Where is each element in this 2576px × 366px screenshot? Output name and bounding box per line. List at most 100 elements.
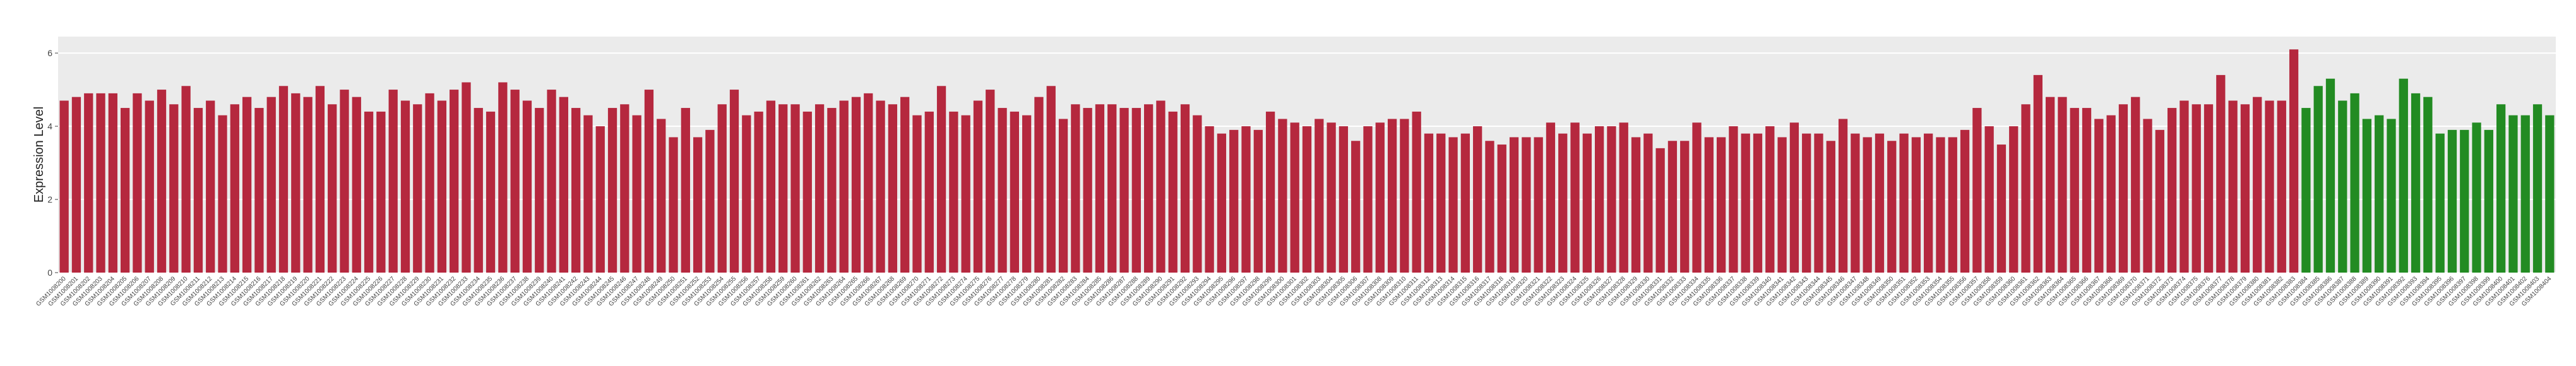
bar bbox=[1984, 126, 1994, 273]
bar bbox=[2375, 115, 2384, 273]
bar bbox=[620, 104, 629, 273]
bar bbox=[583, 115, 593, 273]
bar bbox=[705, 129, 715, 273]
bar bbox=[522, 100, 532, 273]
bar bbox=[2131, 97, 2140, 273]
bar bbox=[924, 111, 934, 273]
bar bbox=[2460, 129, 2469, 273]
bar bbox=[2070, 108, 2079, 273]
bar bbox=[2362, 119, 2372, 273]
bar bbox=[1010, 111, 1019, 273]
bar bbox=[2325, 78, 2335, 273]
bar bbox=[1156, 100, 1166, 273]
bar bbox=[1972, 108, 1982, 273]
bar bbox=[1058, 119, 1068, 273]
bar bbox=[778, 104, 788, 273]
bar bbox=[1460, 133, 1470, 273]
bar bbox=[1741, 133, 1750, 273]
bar bbox=[1814, 133, 1823, 273]
bar bbox=[2447, 129, 2457, 273]
bar bbox=[2155, 129, 2164, 273]
bar bbox=[1119, 108, 1129, 273]
bar bbox=[1375, 122, 1385, 273]
bar bbox=[1948, 137, 1957, 273]
bar bbox=[2106, 115, 2116, 273]
bar bbox=[1716, 137, 1726, 273]
bar bbox=[498, 82, 508, 273]
bar bbox=[1826, 141, 1835, 273]
bar bbox=[1546, 122, 1556, 273]
bar bbox=[607, 108, 617, 273]
bar bbox=[181, 86, 191, 273]
bar bbox=[1838, 119, 1848, 273]
bar bbox=[2216, 74, 2226, 273]
bar bbox=[1400, 119, 1409, 273]
bar bbox=[632, 115, 641, 273]
bar bbox=[2082, 108, 2092, 273]
bar bbox=[120, 108, 130, 273]
bar bbox=[1168, 111, 1178, 273]
bar bbox=[1229, 129, 1239, 273]
bar bbox=[437, 100, 447, 273]
bar bbox=[1655, 148, 1665, 273]
bar bbox=[2277, 100, 2286, 273]
bar bbox=[1217, 133, 1227, 273]
bar bbox=[1180, 104, 1190, 273]
bar bbox=[693, 137, 703, 273]
y-tick-label: 0 bbox=[47, 268, 52, 278]
bar bbox=[1497, 145, 1506, 273]
bar bbox=[2179, 100, 2189, 273]
bar bbox=[108, 93, 117, 273]
bar bbox=[876, 100, 885, 273]
bar bbox=[1643, 133, 1653, 273]
bar bbox=[2203, 104, 2214, 273]
bar bbox=[1327, 122, 1336, 273]
bar bbox=[1290, 122, 1299, 273]
bar bbox=[1253, 129, 1263, 273]
bar bbox=[303, 97, 313, 273]
bar bbox=[510, 90, 520, 273]
bar bbox=[1095, 104, 1105, 273]
bar bbox=[754, 111, 763, 273]
bar bbox=[2009, 126, 2018, 273]
bar bbox=[1680, 141, 1690, 273]
bar bbox=[2228, 100, 2238, 273]
bar bbox=[1863, 137, 1872, 273]
bar bbox=[96, 93, 105, 273]
bar bbox=[681, 108, 690, 273]
bar bbox=[973, 100, 983, 273]
bar bbox=[547, 90, 556, 273]
bar bbox=[1996, 145, 2007, 273]
bar bbox=[242, 97, 252, 273]
bar bbox=[1607, 126, 1616, 273]
y-axis-label: Expression Level bbox=[32, 107, 46, 203]
bar bbox=[2508, 115, 2518, 273]
bar bbox=[1302, 126, 1312, 273]
bar bbox=[1387, 119, 1397, 273]
bar bbox=[900, 97, 910, 273]
bar bbox=[2520, 115, 2530, 273]
bar bbox=[2167, 108, 2177, 273]
bar bbox=[802, 111, 812, 273]
bar bbox=[1936, 137, 1945, 273]
bar bbox=[2033, 74, 2042, 273]
bar bbox=[1875, 133, 1885, 273]
bar bbox=[1046, 86, 1056, 273]
bar bbox=[1351, 141, 1361, 273]
bar bbox=[839, 100, 849, 273]
bar bbox=[2046, 97, 2055, 273]
bar bbox=[425, 93, 434, 273]
bar bbox=[1692, 122, 1702, 273]
bar bbox=[961, 115, 970, 273]
bar bbox=[2423, 97, 2433, 273]
bar bbox=[1960, 129, 1970, 273]
bar bbox=[2021, 104, 2030, 273]
bar bbox=[669, 137, 678, 273]
bar bbox=[1436, 133, 1446, 273]
bar bbox=[1851, 133, 1860, 273]
bar bbox=[2265, 100, 2274, 273]
bar bbox=[340, 90, 349, 273]
bar bbox=[157, 90, 167, 273]
bar bbox=[474, 108, 483, 273]
bar bbox=[2545, 115, 2555, 273]
